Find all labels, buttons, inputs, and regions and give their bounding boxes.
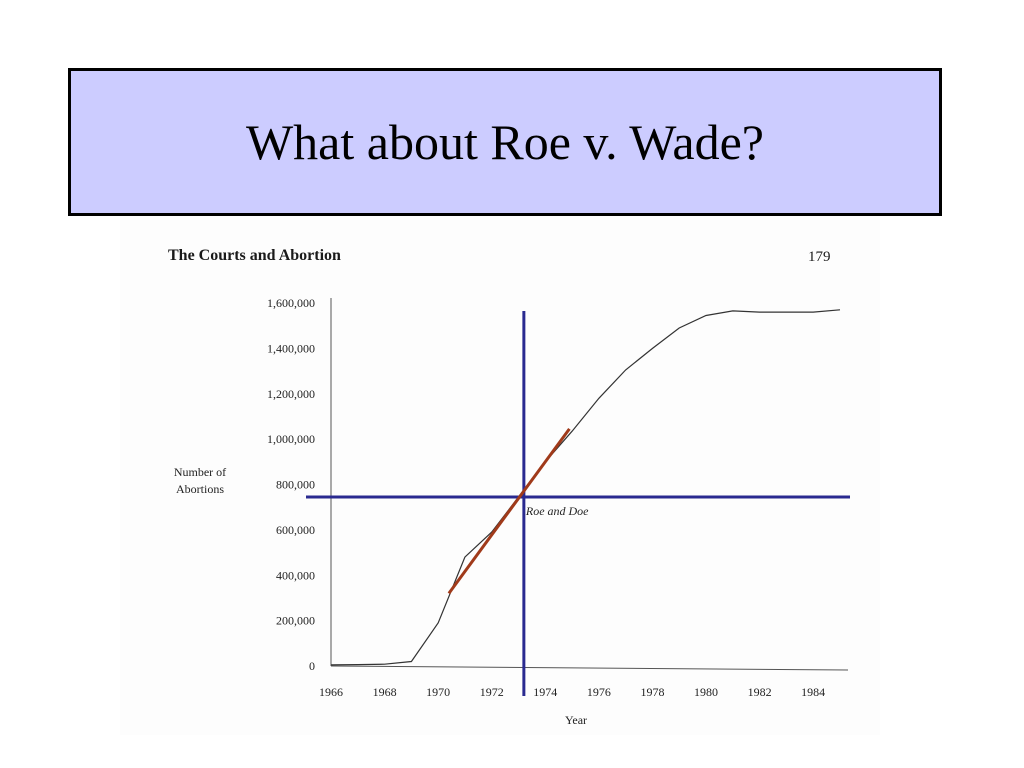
roe-and-doe-label: Roe and Doe <box>525 504 589 518</box>
y-tick-label: 200,000 <box>276 614 315 628</box>
x-tick-label: 1980 <box>694 685 718 699</box>
y-tick-label: 600,000 <box>276 523 315 537</box>
abortions-series-line <box>330 309 841 666</box>
figure-header: The Courts and Abortion <box>168 247 341 264</box>
x-axis <box>330 665 849 671</box>
title-box: What about Roe v. Wade? <box>68 68 942 216</box>
y-tick-label: 1,200,000 <box>267 387 315 401</box>
y-axis-label-line2: Abortions <box>176 482 224 496</box>
x-tick-label: 1974 <box>533 685 557 699</box>
x-tick-label: 1970 <box>426 685 450 699</box>
x-tick-label: 1966 <box>319 685 343 699</box>
x-tick-label: 1978 <box>640 685 664 699</box>
x-tick-label: 1968 <box>373 685 397 699</box>
y-tick-label: 1,600,000 <box>267 296 315 310</box>
y-axis-label-line1: Number of <box>174 465 226 479</box>
x-tick-label: 1972 <box>480 685 504 699</box>
x-tick-label: 1982 <box>748 685 772 699</box>
y-tick-label: 400,000 <box>276 568 315 582</box>
x-tick-label: 1984 <box>801 685 825 699</box>
page-number: 179 <box>808 249 831 265</box>
abortions-line-chart: The Courts and Abortion 179 Number of Ab… <box>168 247 850 727</box>
y-tick-label: 800,000 <box>276 478 315 492</box>
slide-title: What about Roe v. Wade? <box>245 114 765 170</box>
y-tick-label: 1,000,000 <box>267 432 315 446</box>
x-tick-label: 1976 <box>587 685 611 699</box>
x-axis-label: Year <box>565 713 587 727</box>
y-tick-label: 0 <box>309 659 315 673</box>
scanned-figure: The Courts and Abortion 179 Number of Ab… <box>120 220 880 735</box>
y-tick-label: 1,400,000 <box>267 341 315 355</box>
trend-line <box>447 428 571 595</box>
